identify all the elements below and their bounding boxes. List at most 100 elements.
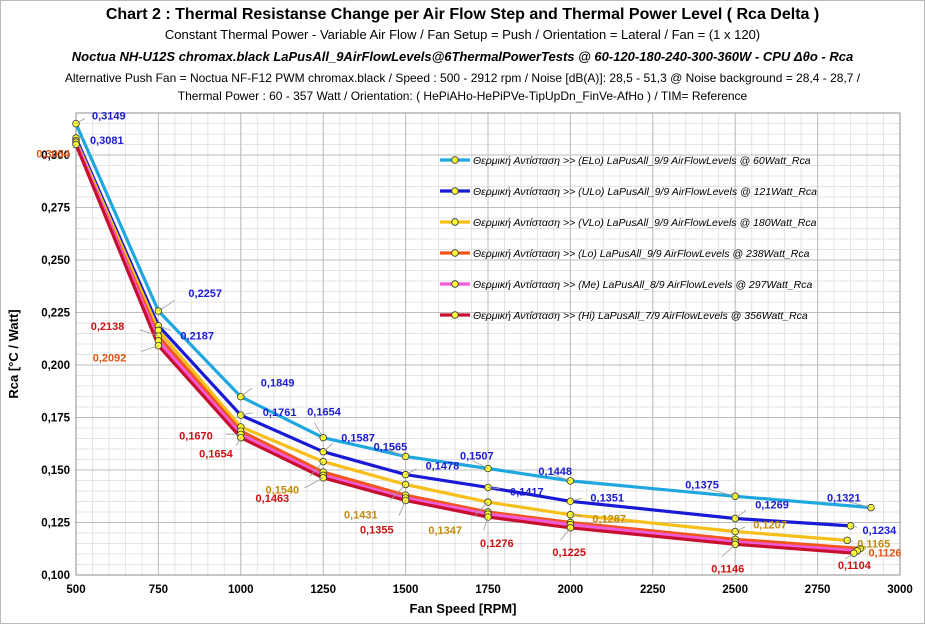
data-label-leader [473,501,489,518]
data-label: 0,1234 [863,525,898,537]
data-label-leader [387,449,406,457]
data-label-leader [309,461,324,477]
y-tick-label: 0,225 [41,308,70,320]
data-label-leader [844,552,855,560]
plot-area [75,112,901,576]
data-point [484,464,492,473]
x-tick-label: 2750 [805,584,831,596]
data-label: 0,1478 [426,461,460,473]
data-label: 0,1507 [460,451,494,463]
y-tick-label: 0,150 [41,465,70,477]
data-label: 0,1104 [838,560,872,572]
data-label-leader [389,484,406,501]
y-tick-label: 0,275 [41,203,70,215]
chart-subtitle-cooler: Noctua NH-U12S chromax.black LaPusAll_9A… [71,49,854,64]
data-label: 0,1540 [266,485,300,497]
y-tick-label: 0,300 [41,150,70,162]
data-label-leader [570,497,582,502]
data-label-leader [240,412,253,416]
data-label: 0,1126 [868,548,901,560]
data-label-leader [140,345,159,352]
data-label-leader [850,525,858,528]
x-tick-label: 2250 [640,584,666,596]
data-label: 0,1654 [307,407,342,419]
data-point [566,477,575,485]
data-label: 0,1587 [341,433,375,445]
x-tick-label: 2500 [722,584,748,596]
data-label: 0,1347 [428,525,462,537]
data-point [154,307,163,315]
data-label-leader [398,500,406,516]
data-label: 0,3054 [36,149,71,161]
data-label-leader [483,516,489,531]
legend-marker-2 [451,218,459,226]
data-label: 0,1849 [261,378,295,390]
y-tick-label: 0,175 [41,413,70,425]
data-label-leader [472,460,489,469]
data-point [566,497,575,505]
y-tick-label: 0,200 [41,360,70,372]
x-tick-label: 750 [149,584,168,596]
x-tick-label: 1500 [393,584,419,596]
data-label: 0,1276 [480,538,514,550]
x-tick-label: 500 [66,584,85,596]
legend-entry-3: Θερμική Αντίσταση >> (Lo) LaPusAll_9/9 A… [473,248,810,260]
data-label-leader [240,387,253,398]
data-label-leader [560,527,571,541]
data-point [867,503,875,512]
data-label-leader [487,487,501,490]
x-tick-label: 1750 [475,584,501,596]
data-label-leader [707,488,736,497]
data-label: 0,1287 [592,514,626,526]
data-label: 0,1269 [755,500,789,512]
data-label: 0,3149 [92,111,126,123]
x-tick-label: 1000 [228,584,254,596]
data-label: 0,1565 [374,441,408,453]
data-label: 0,1448 [538,466,572,478]
data-label: 0,1207 [753,520,787,532]
legend-marker-4 [451,280,459,288]
legend-marker-5 [451,311,459,319]
data-label: 0,2187 [180,331,214,343]
data-label-leader [236,437,242,446]
legend-entry-0: Θερμική Αντίσταση >> (ELo) LaPusAll_9/9 … [473,155,811,167]
data-label: 0,1431 [344,509,378,521]
x-tick-label: 3000 [887,584,913,596]
chart-subtitle-setup: Constant Thermal Power - Variable Air Fl… [164,27,761,42]
data-label-leader [75,118,86,125]
data-label-leader [304,477,324,489]
y-tick-label: 0,250 [41,255,70,267]
data-point [237,393,245,401]
data-label: 0,1351 [590,492,624,504]
data-label-leader [322,442,334,453]
data-label-leader [158,299,176,312]
data-label-leader [139,329,159,337]
data-label: 0,1375 [685,479,719,491]
data-label-leader [721,544,736,558]
data-label-leader [552,474,571,482]
data-label-leader [72,143,77,149]
data-label-leader [846,500,872,508]
data-label: 0,1463 [256,493,290,505]
data-point [401,452,410,461]
data-point [401,496,410,505]
data-label: 0,3081 [90,135,124,147]
data-label: 0,1417 [510,486,544,498]
data-label-leader [570,514,583,517]
x-tick-label: 2000 [558,584,584,596]
data-label-leader [860,548,865,551]
legend-entry-2: Θερμική Αντίσταση >> (VLo) LaPusAll_9/9 … [473,217,817,229]
data-label-leader [847,539,853,542]
data-label-leader [314,422,324,438]
legend-entry-5: Θερμική Αντίσταση >> (Hi) LaPusAll_7/9 A… [473,310,808,322]
y-tick-label: 0,125 [41,518,70,530]
data-label: 0,2138 [91,321,125,333]
data-label-leader [158,325,171,331]
y-tick-label: 0,100 [41,570,70,582]
chart-title: Chart 2 : Thermal Resistanse Change per … [105,6,820,23]
data-label: 0,1146 [711,563,744,575]
y-axis-title: Rca [°C / Watt] [6,309,21,398]
data-label-leader [735,526,746,532]
data-label: 0,1321 [827,493,861,505]
legend-marker-1 [451,187,459,195]
